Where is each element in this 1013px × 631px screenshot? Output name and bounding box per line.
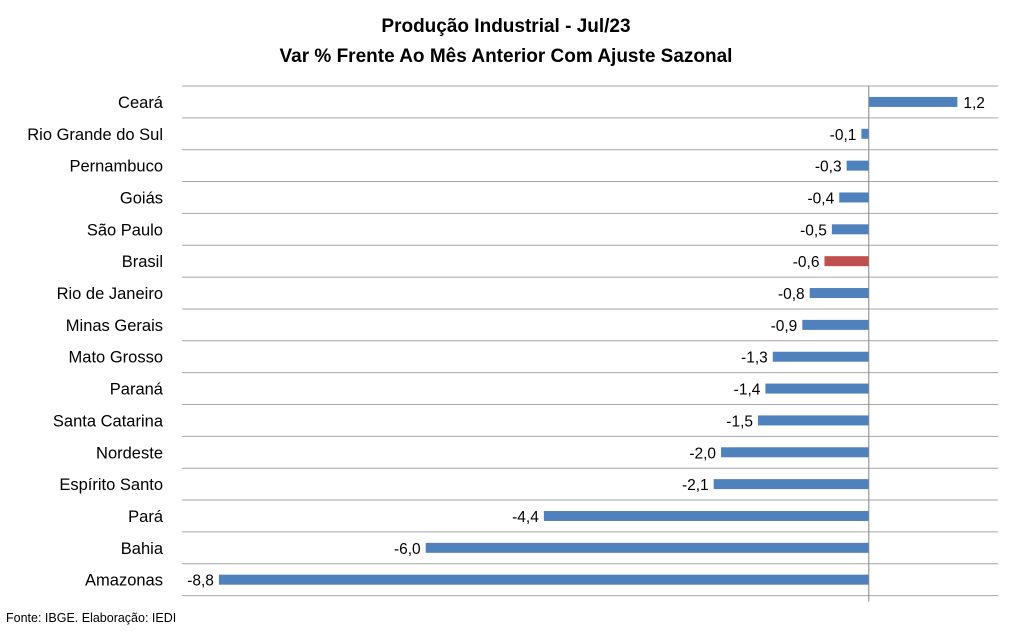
- category-label: Bahia: [121, 540, 164, 558]
- category-label: Ceará: [118, 94, 164, 112]
- bar: [758, 415, 869, 426]
- value-label: -1,5: [726, 413, 753, 430]
- value-label: -0,9: [771, 318, 798, 335]
- bar: [868, 96, 958, 107]
- bar: [543, 510, 869, 521]
- bar: [839, 192, 869, 203]
- value-label: -0,1: [830, 127, 857, 144]
- value-label: -0,5: [800, 222, 827, 239]
- value-label: -6,0: [394, 541, 421, 558]
- category-label: Rio Grande do Sul: [27, 126, 163, 144]
- bar: [713, 479, 869, 490]
- value-label: -4,4: [512, 509, 539, 526]
- category-label: Pará: [128, 508, 164, 526]
- category-label: Espírito Santo: [59, 476, 163, 494]
- bar: [765, 383, 869, 394]
- chart-title: Produção Industrial - Jul/23: [381, 16, 630, 37]
- category-label: Goiás: [120, 189, 163, 207]
- value-label: -0,4: [808, 190, 835, 207]
- category-label: Pernambuco: [69, 158, 163, 176]
- category-label: Nordeste: [96, 444, 163, 462]
- category-label: Santa Catarina: [53, 412, 164, 430]
- bar: [772, 351, 869, 362]
- value-label: -2,1: [682, 477, 709, 494]
- category-label: Rio de Janeiro: [57, 285, 163, 303]
- value-label: -2,0: [689, 445, 716, 462]
- value-label: -0,6: [793, 254, 820, 271]
- bar: [802, 319, 869, 330]
- value-label: -1,3: [741, 350, 768, 367]
- category-label: São Paulo: [87, 221, 163, 239]
- category-label: Mato Grosso: [69, 349, 163, 367]
- source-note: Fonte: IBGE. Elaboração: IEDI: [6, 611, 177, 625]
- chart-subtitle: Var % Frente Ao Mês Anterior Com Ajuste …: [280, 46, 733, 67]
- value-label: 1,2: [963, 95, 985, 112]
- category-label: Paraná: [110, 381, 164, 399]
- category-label: Amazonas: [85, 572, 163, 590]
- bar: [425, 542, 869, 553]
- bar: [824, 256, 869, 267]
- category-label: Brasil: [122, 253, 163, 271]
- bar: [218, 574, 869, 585]
- plot-area: Ceará 1,2 Rio Grande do Sul -0,1 Pernambuco -…: [27, 85, 998, 602]
- value-label: -8,8: [187, 573, 214, 590]
- bar: [846, 160, 869, 171]
- bar: [831, 224, 869, 235]
- bar: [809, 288, 869, 299]
- category-label: Minas Gerais: [66, 317, 163, 335]
- bar: [861, 128, 869, 139]
- value-label: -0,3: [815, 159, 842, 176]
- value-label: -1,4: [734, 382, 761, 399]
- bar: [721, 447, 869, 458]
- value-label: -0,8: [778, 286, 805, 303]
